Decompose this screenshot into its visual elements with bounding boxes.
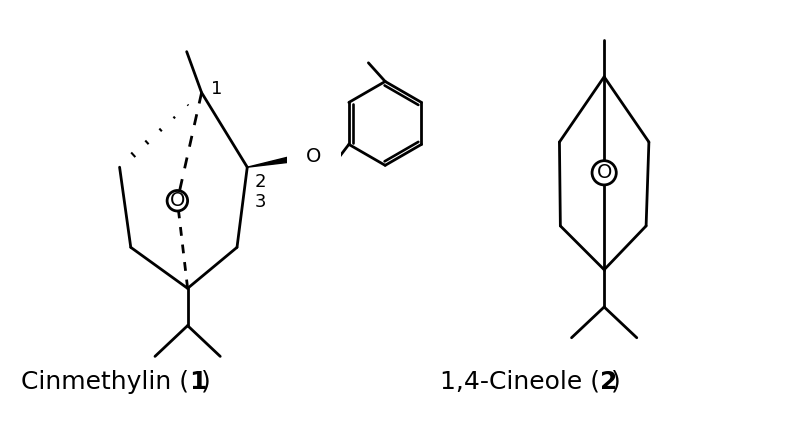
Text: 1,4-Cineole (: 1,4-Cineole ( <box>440 370 599 394</box>
Text: 3: 3 <box>255 193 267 211</box>
Text: O: O <box>306 146 322 165</box>
Text: 1: 1 <box>189 370 207 394</box>
Circle shape <box>167 190 188 211</box>
Text: 1: 1 <box>211 80 223 98</box>
Text: O: O <box>170 191 185 210</box>
Text: 2: 2 <box>599 370 617 394</box>
Text: Cinmethylin (: Cinmethylin ( <box>22 370 189 394</box>
Text: 2: 2 <box>255 173 267 191</box>
Circle shape <box>592 161 616 185</box>
Text: ): ) <box>200 370 211 394</box>
Polygon shape <box>247 155 299 167</box>
Text: ): ) <box>610 370 620 394</box>
Text: O: O <box>596 163 612 182</box>
